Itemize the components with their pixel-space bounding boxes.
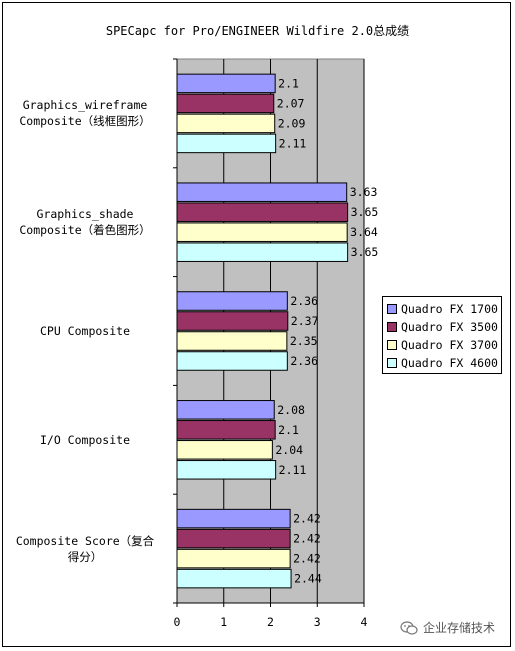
category-label: Graphics_shade Composite（着色图形） [0,206,170,238]
data-label: 2.1 [278,423,299,437]
legend-swatch [387,304,397,314]
data-label: 2.09 [278,116,306,130]
data-label: 2.44 [294,572,322,586]
data-label: 2.42 [293,552,321,566]
bar [176,202,349,222]
bar [176,351,288,371]
bar [176,331,288,351]
x-tick-label: 3 [314,615,321,629]
data-label: 2.1 [278,76,299,90]
category-label: I/O Composite [0,432,170,448]
legend-item: Quadro FX 3700 [387,336,501,354]
watermark: 企业存储技术 [400,619,495,636]
bar [176,440,273,460]
category-label: Composite Score（复合 得分） [0,533,170,565]
legend-label: Quadro FX 3700 [401,338,498,352]
category-label-line: Graphics_wireframe [22,98,148,113]
legend-swatch [387,322,397,332]
legend-swatch [387,358,397,368]
bar [176,400,275,420]
category-label-line: 得分） [67,549,103,564]
legend-item: Quadro FX 3500 [387,318,501,336]
data-label: 2.11 [279,463,307,477]
category-label: Graphics_wireframe Composite（线框图形） [0,97,170,129]
bar [176,568,292,589]
bar [176,182,348,202]
category-label-line: Graphics_shade [36,207,134,222]
category-label-line: Composite（着色图形） [19,223,151,238]
category-label-line: CPU Composite [39,324,130,338]
data-label: 2.42 [293,532,321,546]
data-label: 2.36 [290,294,318,308]
bar [176,133,277,154]
category-label-line: Composite（线框图形） [19,114,151,129]
category-label-line: I/O Composite [39,432,130,447]
bar [176,73,276,94]
data-label: 3.65 [351,245,379,259]
x-tick-label: 0 [174,615,181,629]
legend-item: Quadro FX 1700 [387,300,501,318]
x-tick-label: 2 [267,615,274,629]
data-label: 3.65 [351,205,379,219]
bar [176,291,288,311]
bar [176,113,276,134]
data-label: 2.11 [279,136,307,150]
legend-swatch [387,340,397,350]
bar [176,222,348,242]
bar [176,528,291,549]
x-tick-label: 4 [361,615,368,629]
data-label: 3.64 [350,225,378,239]
chart-title: SPECapc for Pro/ENGINEER Wildfire 2.0总成绩 [105,24,410,38]
legend-item: Quadro FX 4600 [387,354,501,372]
bar [176,460,277,480]
bar [176,548,291,569]
bar [176,311,289,331]
legend-label: Quadro FX 4600 [401,356,498,370]
legend: Quadro FX 1700 Quadro FX 3500 Quadro FX 37… [382,296,502,374]
legend-label: Quadro FX 3500 [401,320,498,334]
data-label: 2.07 [277,96,305,110]
bar [176,420,276,440]
data-label: 2.08 [277,403,305,417]
category-label-line: Composite Score（复合 [15,533,155,548]
bar [176,242,349,262]
data-label: 2.42 [293,512,321,526]
data-label: 2.35 [290,334,318,348]
bar [176,508,291,529]
category-label: CPU Composite [0,323,170,339]
x-tick-label: 1 [220,615,227,629]
wechat-icon [400,620,418,635]
data-label: 2.36 [290,354,318,368]
data-label: 2.37 [291,314,319,328]
bar [176,93,275,114]
watermark-text: 企业存储技术 [423,621,496,635]
legend-label: Quadro FX 1700 [401,302,498,316]
data-label: 2.04 [275,443,303,457]
data-label: 3.63 [350,185,378,199]
